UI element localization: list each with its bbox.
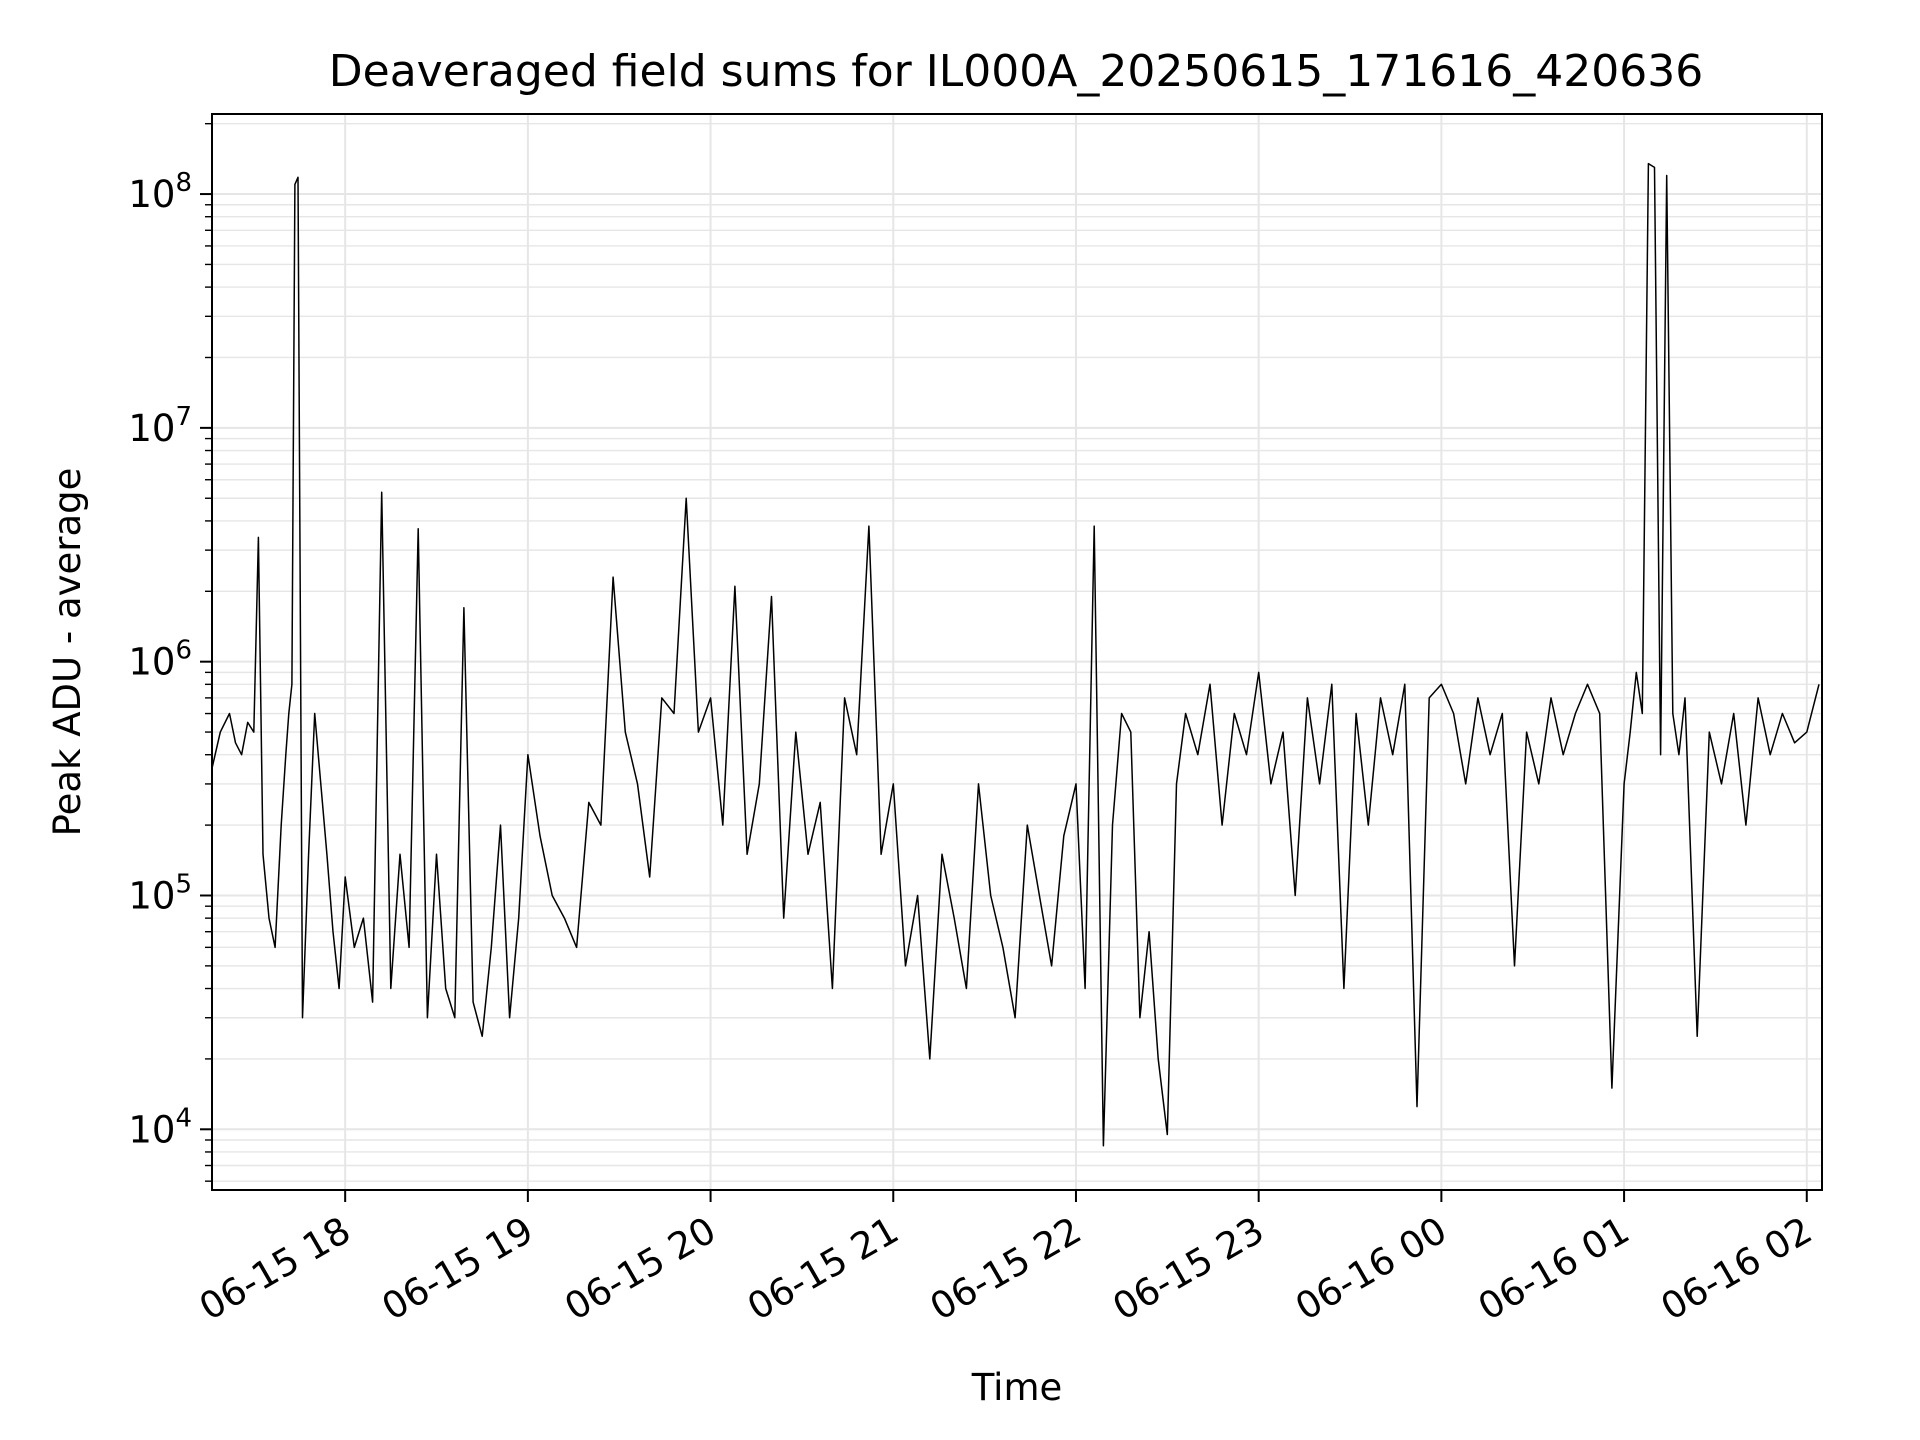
plot-area xyxy=(212,114,1822,1190)
plot-frame xyxy=(211,113,1823,1191)
y-tick-label: 104 xyxy=(128,1103,192,1151)
y-tick-label: 107 xyxy=(128,402,192,450)
x-axis-label: Time xyxy=(971,1366,1063,1409)
y-tick-label: 105 xyxy=(128,869,192,917)
y-tick-label: 108 xyxy=(128,168,192,216)
y-axis-label: Peak ADU - average xyxy=(46,468,89,837)
y-tick-label: 106 xyxy=(128,636,192,684)
chart-title: Deaveraged field sums for IL000A_2025061… xyxy=(329,46,1703,97)
series-line xyxy=(211,162,1820,1147)
grid xyxy=(212,114,1822,1190)
series-layer xyxy=(211,162,1820,1147)
